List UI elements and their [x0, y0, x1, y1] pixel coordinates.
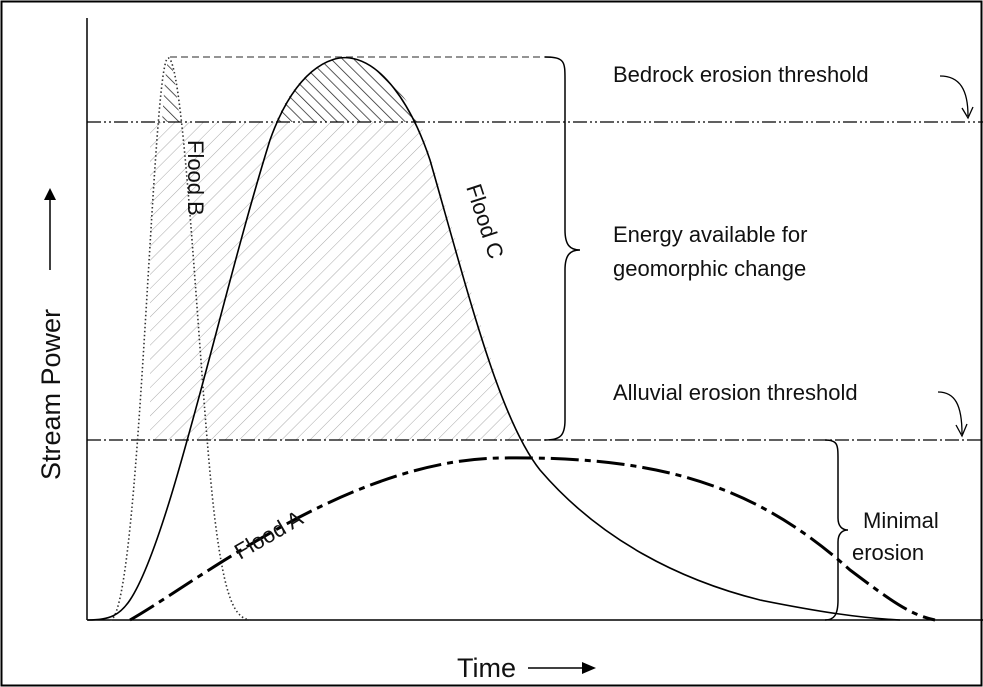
flood-a-label: Flood A — [230, 505, 307, 564]
x-axis-label: Time — [457, 653, 516, 683]
flood-b-label: Flood B — [183, 140, 208, 216]
flood-c-curve — [87, 56, 901, 621]
bedrock-label: Bedrock erosion threshold — [613, 62, 869, 87]
minimal-brace — [824, 439, 849, 621]
energy-brace — [544, 56, 581, 441]
y-axis-label: Stream Power — [36, 309, 66, 480]
energy-label: Energy available for — [613, 222, 807, 247]
alluvial-arrow — [937, 391, 963, 435]
alluvial-arrowhead — [955, 423, 968, 438]
flood-b-curve — [109, 57, 251, 621]
alluvial-label: Alluvial erosion threshold — [613, 380, 858, 405]
bedrock-area-b — [162, 58, 180, 122]
minimal-label: erosion — [852, 540, 924, 565]
flood-c-label: Flood C — [461, 181, 509, 262]
x-axis-arrowhead — [582, 662, 596, 674]
minimal-label: Minimal — [863, 508, 939, 533]
bedrock-arrow — [939, 75, 969, 117]
energy-label: geomorphic change — [613, 256, 806, 281]
bedrock-area-c — [276, 57, 420, 122]
y-axis-arrowhead — [44, 188, 56, 200]
bedrock-arrowhead — [961, 106, 974, 120]
energy-area — [150, 122, 518, 440]
flood-a-curve — [129, 456, 936, 622]
